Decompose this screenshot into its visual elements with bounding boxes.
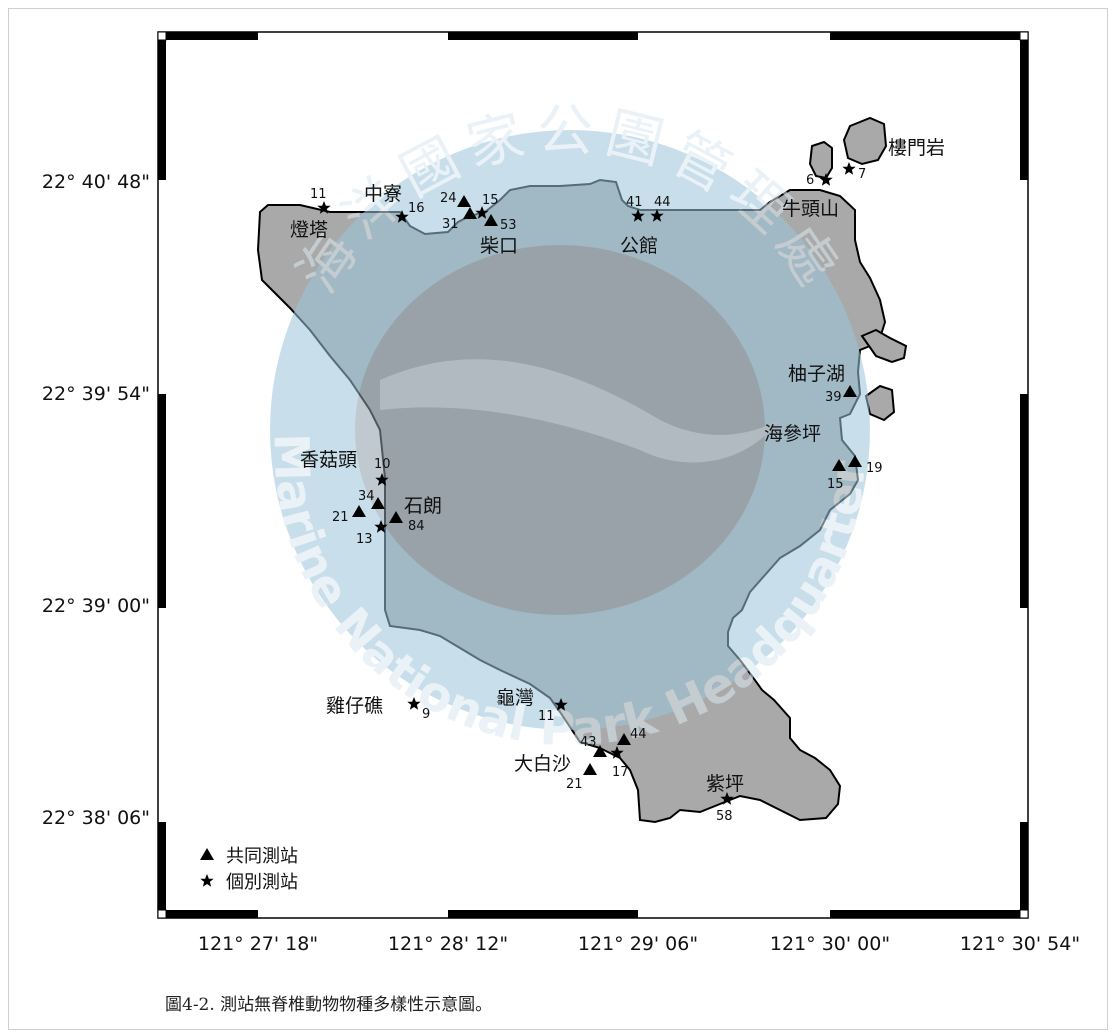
place-loumenyan: 樓門岩	[888, 137, 945, 159]
station-label: 6	[806, 173, 814, 188]
place-haishenping: 海參坪	[764, 423, 821, 445]
lat-tick-label: 22° 39' 54"	[42, 383, 150, 405]
station-label: 16	[408, 201, 425, 216]
place-niutoushan: 牛頭山	[782, 198, 839, 220]
station-label: 17	[612, 765, 629, 780]
frame-corner-boxes	[157, 31, 1029, 919]
latitude-axis: 22° 40' 48" 22° 39' 54" 22° 39' 00" 22° …	[42, 171, 150, 829]
place-chaikou: 柴口	[480, 235, 518, 257]
place-xiangutou: 香菇頭	[300, 449, 357, 471]
frame-bars	[158, 32, 1028, 918]
islet-east-2	[864, 384, 896, 422]
longitude-axis: 121° 27' 18" 121° 28' 12" 121° 29' 06" 1…	[198, 933, 1080, 955]
station-label: 21	[332, 510, 349, 525]
station-label: 24	[440, 191, 457, 206]
station-label: 31	[442, 217, 459, 232]
place-shilang: 石朗	[404, 495, 442, 517]
station-label: 10	[374, 457, 391, 472]
place-youzihu: 柚子湖	[788, 363, 845, 385]
place-gongguan: 公館	[620, 235, 658, 257]
stations: 11 16 24 31 15 53 41 44 6 7 39 15	[310, 162, 883, 824]
place-zhongliao: 中寮	[364, 183, 402, 205]
station-label: 9	[422, 707, 430, 722]
station-label: 19	[866, 461, 883, 476]
map: 海洋國家公園管理處 Marine National Park Headquart…	[0, 0, 1080, 955]
legend-individual-label: 個別測站	[226, 872, 298, 893]
page-frame	[8, 8, 1108, 1030]
station-label: 11	[538, 709, 555, 724]
legend-common-label: 共同測站	[226, 846, 298, 867]
station-label: 43	[580, 735, 597, 750]
station-label: 53	[500, 218, 517, 233]
place-guiwan: 龜灣	[496, 687, 534, 709]
lon-tick-label: 121° 28' 12"	[388, 933, 508, 955]
islet-loumenyan-large	[842, 116, 888, 166]
lat-tick-label: 22° 40' 48"	[42, 171, 150, 193]
lon-tick-label: 121° 27' 18"	[198, 933, 318, 955]
place-dabaisha: 大白沙	[514, 753, 571, 775]
station-label: 44	[654, 195, 671, 210]
islet-loumenyan-small	[808, 140, 833, 180]
station-label: 15	[827, 477, 844, 492]
place-dengta: 燈塔	[290, 219, 328, 241]
station-label: 34	[358, 489, 375, 504]
lat-tick-label: 22° 38' 06"	[42, 807, 150, 829]
legend: 共同測站 個別測站	[200, 846, 298, 893]
station-label: 39	[825, 390, 842, 405]
place-labels: 樓門岩 牛頭山 燈塔 中寮 柴口 公館 柚子湖 海參坪 香菇頭 石朗 雞仔礁 龜…	[290, 137, 945, 795]
islet-east-1	[860, 328, 908, 364]
station-label: 13	[356, 532, 373, 547]
station-label: 15	[482, 193, 499, 208]
station-label: 21	[566, 777, 583, 792]
lat-tick-label: 22° 39' 00"	[42, 595, 150, 617]
station-label: 11	[310, 187, 327, 202]
place-jizaijiao: 雞仔礁	[326, 695, 383, 717]
station-label: 58	[716, 809, 733, 824]
station-label: 84	[408, 519, 425, 534]
station-label: 41	[626, 195, 643, 210]
lon-tick-label: 121° 30' 00"	[770, 933, 890, 955]
lon-tick-label: 121° 29' 06"	[578, 933, 698, 955]
station-label: 7	[858, 167, 866, 182]
place-ziping: 紫坪	[706, 773, 744, 795]
lon-tick-label: 121° 30' 54"	[960, 933, 1080, 955]
station-label: 44	[630, 727, 647, 742]
figure-caption: 圖4-2. 測站無脊椎動物物種多樣性示意圖。	[165, 995, 493, 1015]
